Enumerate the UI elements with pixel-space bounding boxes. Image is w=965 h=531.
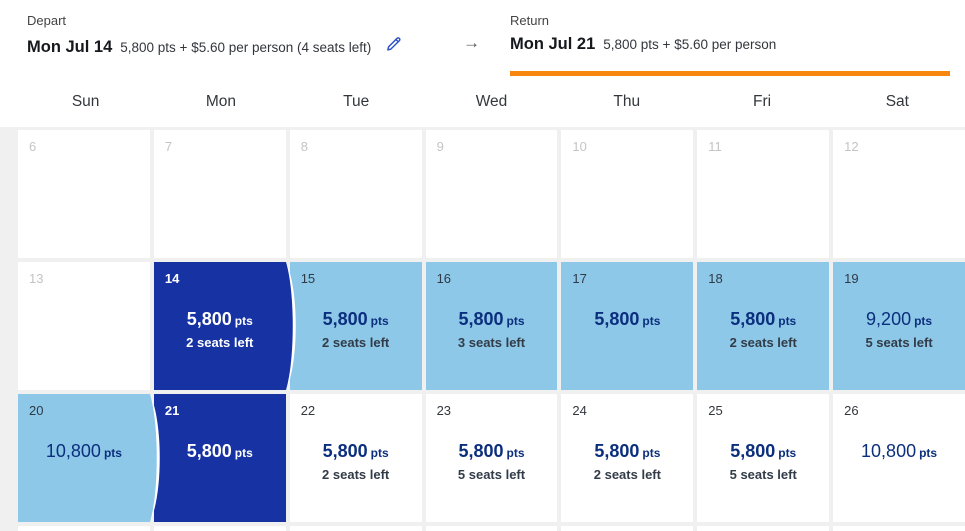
day-cell-11: 11 — [697, 130, 830, 258]
day-cell-26[interactable]: 26 10,800 pts — [833, 394, 965, 522]
day-header-wed: Wed — [475, 92, 508, 110]
return-tab[interactable]: Return Mon Jul 21 5,800 pts + $5.60 per … — [510, 0, 950, 76]
day-number: 23 — [436, 403, 452, 418]
day-cell-23[interactable]: 23 5,800 pts 5 seats left — [425, 394, 558, 522]
seats-left: 5 seats left — [457, 467, 526, 482]
depart-date: Mon Jul 14 — [27, 38, 113, 56]
seats-left: 2 seats left — [729, 335, 797, 350]
day-cell-empty — [289, 526, 422, 531]
day-number: 17 — [572, 271, 587, 286]
day-cell-7: 7 — [153, 130, 286, 258]
day-cell-empty — [153, 526, 286, 531]
day-header-mon: Mon — [205, 92, 236, 110]
day-number: 8 — [300, 139, 308, 154]
day-number: 16 — [436, 271, 452, 286]
day-cell-9: 9 — [425, 130, 558, 258]
day-header-sat: Sat — [885, 92, 909, 110]
seats-left: 2 seats left — [322, 467, 390, 482]
day-number: 11 — [708, 139, 722, 154]
day-number: 15 — [300, 271, 316, 286]
day-number: 22 — [300, 403, 316, 418]
day-cell-10: 10 — [561, 130, 694, 258]
seats-left: 2 seats left — [322, 335, 390, 350]
day-cell-12: 12 — [833, 130, 965, 258]
fare-price: 5,800 pts — [322, 309, 389, 329]
trip-header: Depart Mon Jul 14 5,800 pts + $5.60 per … — [0, 0, 965, 76]
day-cell-17[interactable]: 17 5,800 pts — [561, 262, 694, 390]
day-cell-14[interactable]: 14 5,800 pts 2 seats left — [153, 262, 296, 390]
day-cell-8: 8 — [289, 130, 422, 258]
seats-left: 3 seats left — [457, 335, 526, 350]
arrow-right-icon: → — [463, 33, 480, 52]
day-cell-15[interactable]: 15 5,800 pts 2 seats left — [289, 262, 422, 390]
day-cell-13: 13 — [18, 262, 150, 390]
edit-depart-button[interactable] — [385, 35, 402, 52]
day-cell-19[interactable]: 19 9,200 pts 5 seats left — [833, 262, 965, 390]
depart-label: Depart — [27, 13, 67, 28]
fare-price: 5,800 pts — [458, 309, 525, 329]
day-cell-empty — [18, 526, 150, 531]
fare-price: 5,800 pts — [594, 309, 661, 329]
fare-price: 9,200 pts — [866, 309, 933, 329]
fare-price: 5,800 pts — [322, 441, 389, 461]
day-cell-21[interactable]: 21 5,800 pts — [153, 394, 286, 522]
day-cell-18[interactable]: 18 5,800 pts 2 seats left — [697, 262, 830, 390]
day-number: 25 — [708, 403, 723, 418]
day-number: 26 — [844, 403, 859, 418]
fare-price: 5,800 pts — [186, 309, 253, 329]
day-of-week-row: Sun Mon Tue Wed Thu Fri Sat — [18, 76, 965, 127]
day-number: 20 — [29, 403, 44, 418]
seats-left: 2 seats left — [593, 467, 661, 482]
fare-price: 10,800 pts — [861, 441, 938, 461]
return-label: Return — [510, 13, 550, 28]
day-cell-empty — [833, 526, 965, 531]
day-cell-16[interactable]: 16 5,800 pts 3 seats left — [425, 262, 558, 390]
day-number: 6 — [29, 139, 37, 154]
depart-details: 5,800 pts + $5.60 per person (4 seats le… — [120, 40, 372, 55]
day-header-sun: Sun — [71, 92, 100, 110]
day-number: 24 — [572, 403, 587, 418]
day-cell-empty — [561, 526, 694, 531]
day-number: 12 — [844, 139, 859, 154]
depart-tab[interactable]: Depart Mon Jul 14 5,800 pts + $5.60 per … — [27, 0, 457, 76]
day-number: 14 — [164, 271, 180, 286]
return-date: Mon Jul 21 — [510, 35, 596, 53]
day-header-tue: Tue — [343, 92, 370, 110]
day-number: 18 — [708, 271, 723, 286]
return-details: 5,800 pts + $5.60 per person — [603, 37, 777, 52]
calendar-grid: 6 7 8 9 10 11 12 13 14 5,800 pts 2 seats left 15 5,80… — [18, 130, 965, 531]
day-cell-24[interactable]: 24 5,800 pts 2 seats left — [561, 394, 694, 522]
day-header-fri: Fri — [753, 92, 772, 110]
seats-left: 5 seats left — [729, 467, 797, 482]
day-number: 9 — [436, 139, 444, 154]
fare-price: 5,800 pts — [594, 441, 661, 461]
calendar-area: 6 7 8 9 10 11 12 13 14 5,800 pts 2 seats left 15 5,80… — [0, 127, 965, 531]
seats-left: 5 seats left — [865, 335, 933, 350]
day-number: 21 — [164, 403, 180, 418]
day-cell-22[interactable]: 22 5,800 pts 2 seats left — [289, 394, 422, 522]
fare-price: 5,800 pts — [458, 441, 525, 461]
fare-price: 5,800 pts — [730, 309, 797, 329]
seats-left: 2 seats left — [186, 335, 254, 350]
day-number: 13 — [29, 271, 44, 286]
day-cell-empty — [697, 526, 830, 531]
day-number: 19 — [844, 271, 859, 286]
fare-price: 5,800 pts — [730, 441, 797, 461]
day-number: 10 — [572, 139, 587, 154]
fare-price: 10,800 pts — [45, 441, 122, 461]
day-number: 7 — [164, 139, 173, 154]
day-cell-25[interactable]: 25 5,800 pts 5 seats left — [697, 394, 830, 522]
day-header-thu: Thu — [613, 92, 641, 110]
day-cell-empty — [425, 526, 558, 531]
day-cell-20[interactable]: 20 10,800 pts — [18, 394, 160, 522]
pencil-icon — [385, 37, 402, 55]
day-cell-6: 6 — [18, 130, 150, 258]
fare-price: 5,800 pts — [186, 441, 253, 461]
